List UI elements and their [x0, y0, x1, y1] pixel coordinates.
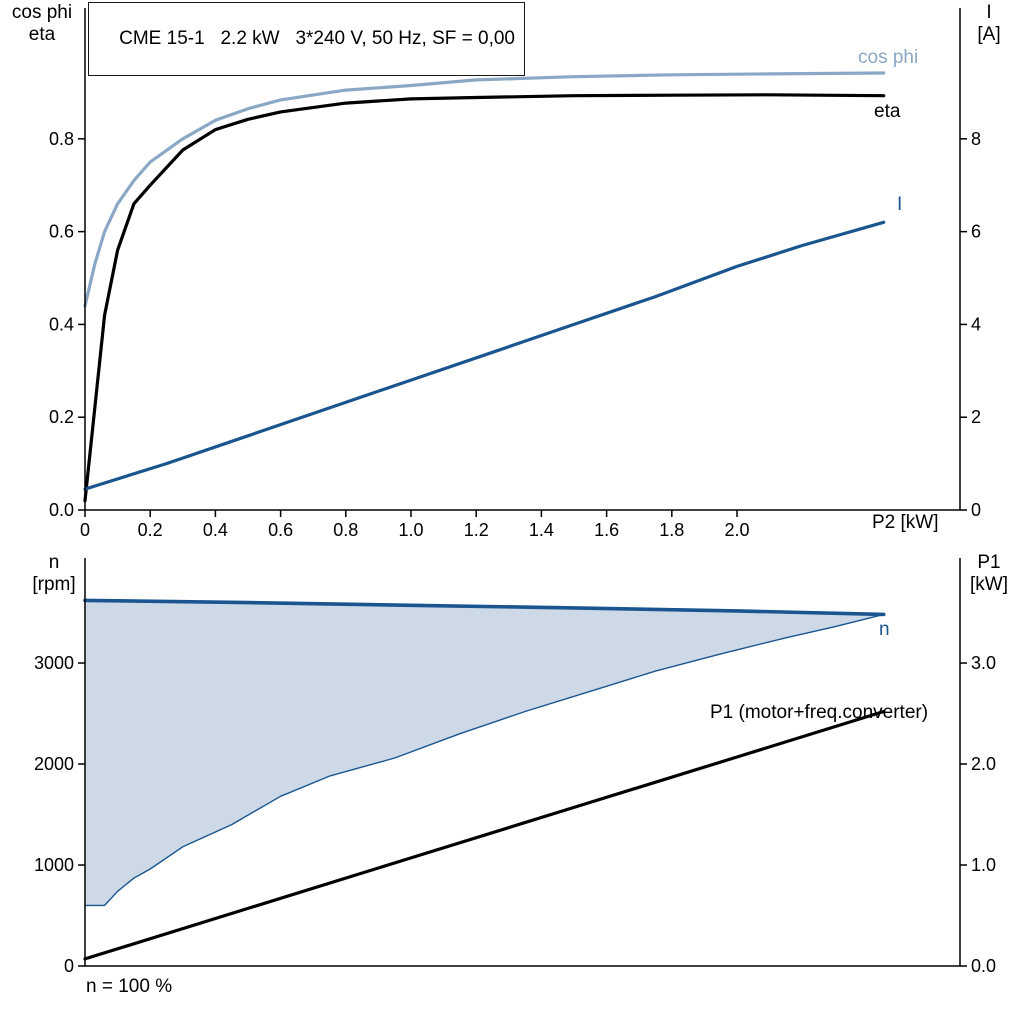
area-speed-range [85, 600, 884, 906]
xtick-label: 2.0 [724, 520, 749, 540]
axis-label-ampere-unit: [A] [977, 24, 1001, 45]
axis-label-cos-phi: cos phi [11, 2, 73, 23]
axis-label-eta: eta [28, 24, 56, 45]
axis-frame [84, 558, 961, 967]
chart-title-box: CME 15-1 2.2 kW 3*240 V, 50 Hz, SF = 0,0… [88, 2, 525, 76]
ytick-left-label: 1000 [34, 855, 74, 875]
bottom-left-axis-unit: n [rpm] [20, 552, 88, 596]
curve-label-eta: eta [874, 101, 901, 122]
xtick-label: 1.0 [398, 520, 423, 540]
chart-title: CME 15-1 2.2 kW 3*240 V, 50 Hz, SF = 0,0… [119, 28, 515, 49]
ytick-right-label: 2 [971, 407, 981, 427]
top-left-axis-unit: cos phi eta [2, 2, 82, 46]
curve-label-cos-phi: cos phi [858, 47, 919, 68]
ytick-right-label: 6 [971, 222, 981, 242]
series-n-min [84, 613, 885, 907]
series-eta [83, 93, 886, 503]
xtick-label: 0.2 [138, 520, 163, 540]
series-n [83, 598, 886, 617]
xtick-label: 1.8 [659, 520, 684, 540]
ytick-left-label: 0.6 [49, 222, 74, 242]
axis-label-n: n [48, 552, 60, 573]
series-i [83, 220, 886, 491]
curve-label-p1: P1 (motor+freq.converter) [710, 702, 929, 723]
xtick-label: 1.4 [529, 520, 554, 540]
axis-frame [84, 8, 961, 511]
axis-label-p1: P1 [977, 552, 1001, 573]
curve-label-current: I [897, 194, 903, 215]
series-cos-phi [83, 71, 886, 308]
ytick-right-label: 2.0 [971, 754, 996, 774]
ytick-left-label: 2000 [34, 754, 74, 774]
ytick-right-label: 4 [971, 314, 981, 334]
axis-label-kw-unit: [kW] [970, 574, 1008, 595]
curve-label-speed: n [879, 619, 890, 640]
ytick-left-label: 0.4 [49, 314, 74, 334]
ytick-right-label: 0.0 [971, 956, 996, 976]
xtick-label: 0 [80, 520, 90, 540]
ytick-left-label: 0 [64, 956, 74, 976]
bottom-right-axis-unit: P1 [kW] [960, 552, 1018, 596]
speed-percent-note: n = 100 % [86, 976, 173, 997]
series-p1-motor-freq-converter- [83, 709, 886, 961]
ytick-left-label: 0.8 [49, 129, 74, 149]
ytick-right-label: 8 [971, 129, 981, 149]
ytick-left-label: 3000 [34, 653, 74, 673]
ytick-right-label: 0 [971, 500, 981, 520]
xtick-label: 0.6 [268, 520, 293, 540]
xtick-label: 0.4 [203, 520, 228, 540]
ytick-left-label: 0.2 [49, 407, 74, 427]
x-axis-label-p2: P2 [kW] [872, 512, 939, 533]
xtick-label: 1.2 [464, 520, 489, 540]
ytick-left-label: 0.0 [49, 500, 74, 520]
axis-label-current: I [986, 2, 992, 23]
ytick-right-label: 3.0 [971, 653, 996, 673]
xtick-label: 1.6 [594, 520, 619, 540]
top-right-axis-unit: I [A] [960, 2, 1018, 46]
axis-label-rpm-unit: [rpm] [32, 574, 76, 595]
xtick-label: 0.8 [333, 520, 358, 540]
ytick-right-label: 1.0 [971, 855, 996, 875]
